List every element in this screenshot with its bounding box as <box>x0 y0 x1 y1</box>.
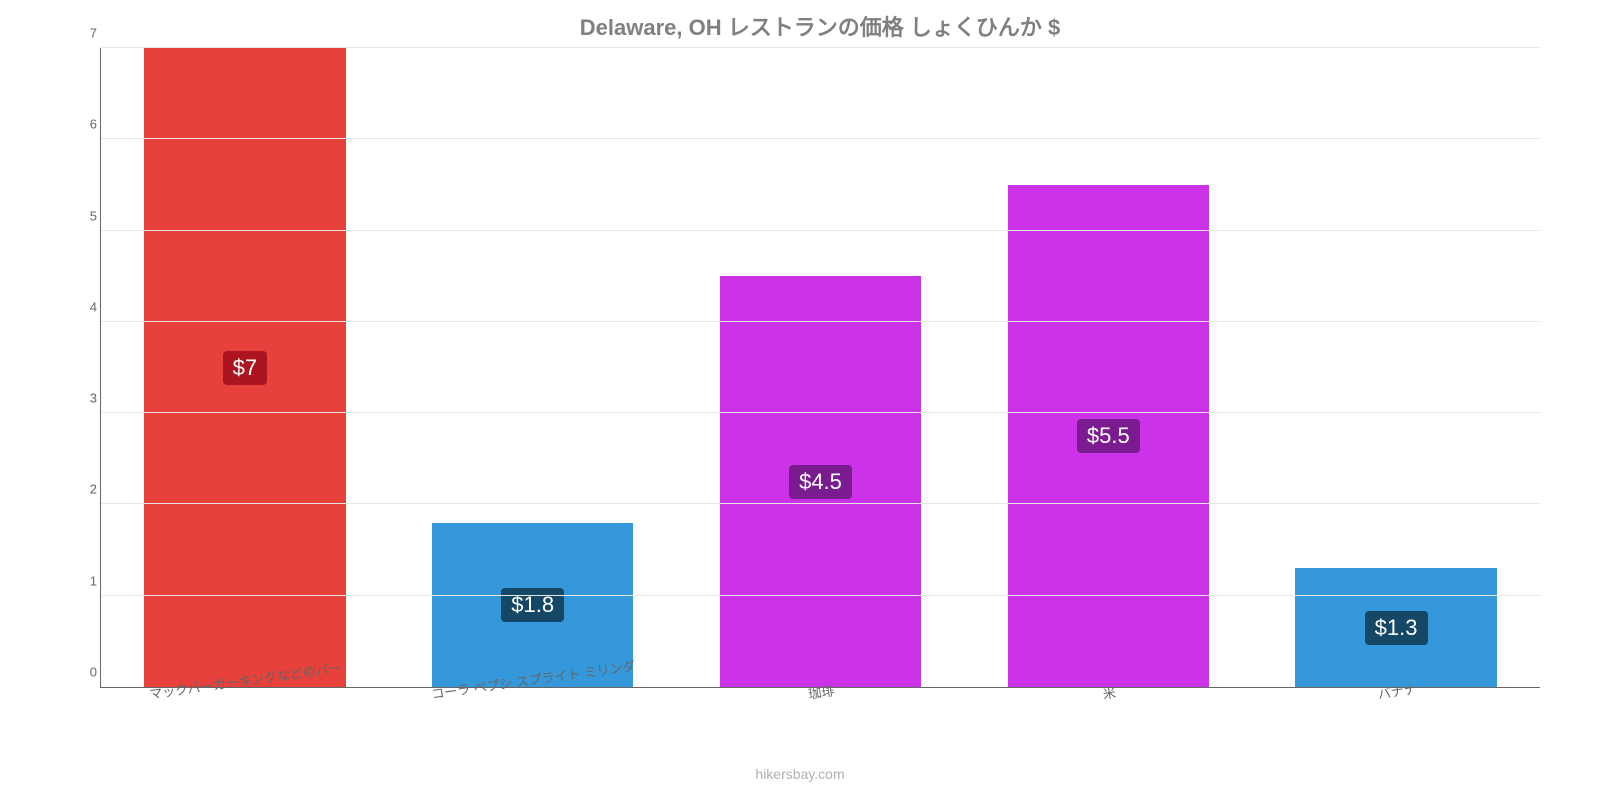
grid-line <box>101 412 1540 413</box>
grid-line <box>101 321 1540 322</box>
y-tick: 6 <box>69 117 97 132</box>
y-tick: 5 <box>69 208 97 223</box>
value-badge: $7 <box>223 351 267 385</box>
bar-slot: $1.8コーラ ペプシ スプライト ミリンダ <box>389 48 677 687</box>
grid-line <box>101 47 1540 48</box>
bar-slot: $5.5米 <box>964 48 1252 687</box>
y-tick: 3 <box>69 391 97 406</box>
price-chart: Delaware, OH レストランの価格 しょくひんか $ $7マックバーガー… <box>0 0 1600 800</box>
bar: $1.3 <box>1295 568 1496 687</box>
plot-area: $7マックバーガーキングなどのバー$1.8コーラ ペプシ スプライト ミリンダ$… <box>100 48 1540 688</box>
bar: $4.5 <box>720 276 921 687</box>
bars-container: $7マックバーガーキングなどのバー$1.8コーラ ペプシ スプライト ミリンダ$… <box>101 48 1540 687</box>
y-tick: 7 <box>69 26 97 41</box>
y-tick: 4 <box>69 299 97 314</box>
y-tick: 0 <box>69 665 97 680</box>
bar: $5.5 <box>1008 185 1209 687</box>
bar-slot: $7マックバーガーキングなどのバー <box>101 48 389 687</box>
x-axis-label: 珈琲 <box>807 680 835 702</box>
grid-line <box>101 503 1540 504</box>
grid-line <box>101 595 1540 596</box>
grid-line <box>101 138 1540 139</box>
value-badge: $1.8 <box>501 588 564 622</box>
bar-slot: $4.5珈琲 <box>677 48 965 687</box>
bar: $7 <box>144 48 345 687</box>
credit-text: hikersbay.com <box>0 766 1600 782</box>
y-tick: 1 <box>69 573 97 588</box>
value-badge: $4.5 <box>789 465 852 499</box>
bar-slot: $1.3バナナ <box>1252 48 1540 687</box>
value-badge: $1.3 <box>1365 611 1428 645</box>
value-badge: $5.5 <box>1077 419 1140 453</box>
x-axis-label: バナナ <box>1377 679 1418 703</box>
y-tick: 2 <box>69 482 97 497</box>
chart-title: Delaware, OH レストランの価格 しょくひんか $ <box>100 10 1540 42</box>
grid-line <box>101 230 1540 231</box>
